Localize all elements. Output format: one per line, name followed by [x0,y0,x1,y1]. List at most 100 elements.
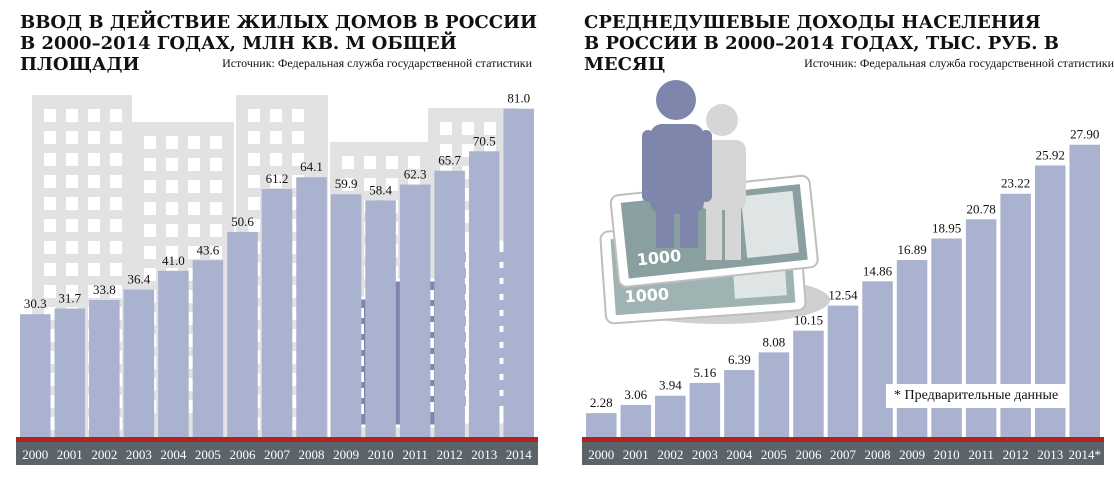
building-window [144,158,156,171]
person-banknotes-illustration: 1000 1000 [599,80,830,325]
building-window [144,202,156,215]
housing-title-line1: ВВОД В ДЕЙСТВИЕ ЖИЛЫХ ДОМОВ В РОССИИ [20,12,538,33]
banknote-label: 1000 [624,284,670,306]
building-window [88,109,100,122]
building-window [66,285,78,298]
tick-label-2011: 2011 [968,447,994,462]
building-window [498,364,505,374]
bar-2012 [434,170,465,437]
building-window [188,158,200,171]
building-window [427,306,434,316]
building-window [248,219,260,232]
bar-2008 [862,281,893,437]
bar-2004 [158,270,189,437]
bar-2011 [399,184,431,437]
building-window [44,263,56,276]
tick-label-2000: 2000 [22,447,48,462]
building-window [166,136,178,149]
building-window [188,246,200,259]
building-window [144,136,156,149]
tick-label-2014: 2014 [506,447,533,462]
building-window [110,219,122,232]
building-window [166,180,178,193]
building-window [270,109,282,122]
value-label-2009: 59.9 [335,176,358,191]
income-bars [586,144,1100,437]
building-window [88,241,100,254]
axis-band [16,442,538,465]
building-window [44,175,56,188]
building-window [498,380,505,390]
building-window [498,300,505,310]
building-window [498,316,505,326]
building-window [166,158,178,171]
building-window [210,158,222,171]
value-label-2014: 81.0 [507,91,530,106]
building-window [427,338,434,348]
building-window [462,122,474,135]
building-window [66,263,78,276]
building-window [248,131,260,144]
building-window [440,122,452,135]
building-window [342,178,354,191]
tick-label-2001: 2001 [623,447,649,462]
value-label-2006: 50.6 [231,214,254,229]
building-window [44,285,56,298]
bar-2000 [586,413,617,437]
bar-2004 [724,370,755,437]
building-window [440,144,452,157]
building-window [166,224,178,237]
building-window [427,386,434,396]
income-chart-title: СРЕДНЕДУШЕВЫЕ ДОХОДЫ НАСЕЛЕНИЯ В РОССИИ … [584,12,1104,75]
building-window [88,153,100,166]
housing-chart-title: ВВОД В ДЕЙСТВИЕ ЖИЛЫХ ДОМОВ В РОССИИ В 2… [20,12,540,75]
bar-2014* [1069,144,1100,437]
building-window [292,109,304,122]
building-window [427,354,434,364]
value-label-2008: 14.86 [863,263,893,278]
bar-2005 [192,260,224,437]
building-window [210,180,222,193]
bar-2006 [227,231,258,437]
building-window [166,202,178,215]
building-window [110,153,122,166]
value-label-2011: 62.3 [404,167,427,182]
value-label-2011: 20.78 [967,201,996,216]
building-window [44,219,56,232]
building-window [408,156,420,169]
building-window [342,156,354,169]
bar-2003 [689,382,721,437]
value-label-2007: 12.54 [828,288,858,303]
value-label-2008: 64.1 [300,159,323,174]
building-window [427,322,434,332]
building-window [292,131,304,144]
value-label-2009: 16.89 [897,242,926,257]
bar-2007 [261,188,293,437]
building-window [110,241,122,254]
building-window [386,178,398,191]
building-window [110,197,122,210]
building-window [110,285,122,298]
building-window [66,197,78,210]
building-window [427,402,434,412]
building-window [188,180,200,193]
tick-label-2003: 2003 [126,447,152,462]
building-window [292,153,304,166]
value-label-2006: 10.15 [794,313,823,328]
building-window [248,153,260,166]
bar-2006 [793,330,824,437]
building-window [427,370,434,380]
building-window [144,268,156,281]
income-chart-svg: 1000 1000 2.28 3.06 3.94 5.16 6.39 8.08 10.15 12… [582,80,1104,465]
tick-label-2006: 2006 [795,447,822,462]
value-label-2005: 43.6 [197,242,220,257]
bar-2005 [758,352,790,437]
building-window [44,241,56,254]
tick-label-2007: 2007 [264,447,291,462]
banknote-label: 1000 [636,246,682,270]
bar-2000 [20,314,51,437]
value-label-2004: 41.0 [162,253,185,268]
bar-2008 [296,177,327,437]
building-window [44,197,56,210]
building-window [210,224,222,237]
